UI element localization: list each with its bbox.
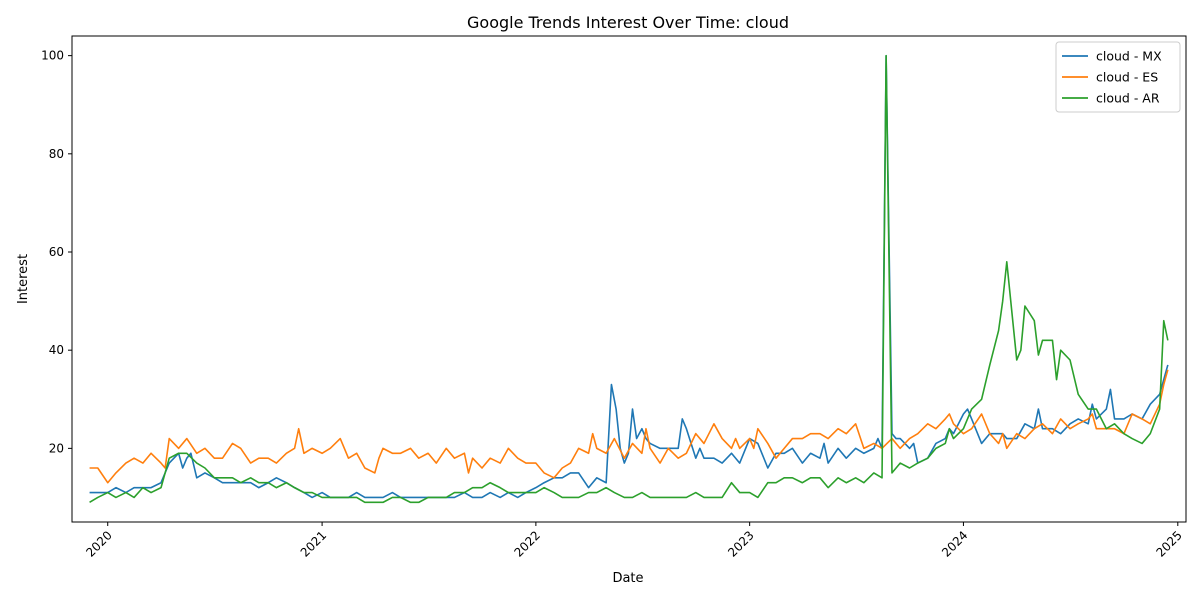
y-tick-label: 80 bbox=[49, 147, 64, 161]
series-line-cloud-ar bbox=[89, 54, 1169, 504]
y-axis-label: Interest bbox=[16, 254, 31, 304]
series-line-cloud-mx bbox=[89, 54, 1169, 499]
legend-entry-label: cloud - AR bbox=[1096, 91, 1160, 106]
y-tick-label: 100 bbox=[41, 49, 64, 63]
series-line-cloud-es bbox=[89, 369, 1169, 484]
legend-entry-label: cloud - ES bbox=[1096, 70, 1158, 85]
y-tick-label: 40 bbox=[49, 343, 64, 357]
legend-entry-label: cloud - MX bbox=[1096, 49, 1162, 64]
legend: cloud - MX cloud - ES cloud - AR bbox=[1055, 41, 1181, 113]
y-axis: 20 40 60 80 100 bbox=[41, 49, 72, 455]
plot-lines bbox=[89, 54, 1169, 504]
plot-frame bbox=[71, 35, 1187, 523]
y-tick-label: 20 bbox=[49, 441, 64, 455]
x-axis-label: Date bbox=[612, 571, 643, 586]
legend-box bbox=[1055, 41, 1181, 113]
y-tick-label: 60 bbox=[49, 245, 64, 259]
chart-title: Google Trends Interest Over Time: cloud bbox=[467, 13, 789, 32]
